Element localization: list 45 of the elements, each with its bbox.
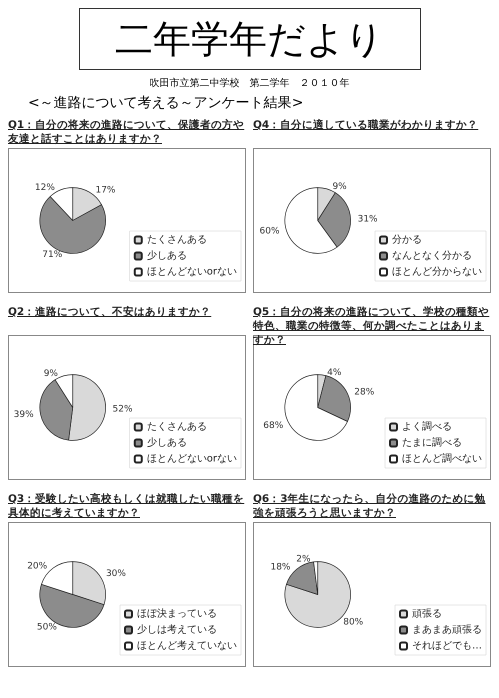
chart-title: Q6：3年生になったら、自分の進路のために勉強を頑張ろうと思いますか？ xyxy=(253,492,487,521)
legend-label: たくさんある xyxy=(146,422,207,432)
text: 吹田市立第二中学校 第二学年 ２０１０年 xyxy=(148,76,350,90)
legend-label: ほぼ決まっている xyxy=(137,608,217,620)
text: 二年学年だより xyxy=(78,8,420,70)
legend-label: ほとんどないorない xyxy=(146,266,238,278)
data-label: 9% xyxy=(332,182,348,192)
text: <～進路について考える～アンケート結果> xyxy=(28,94,304,112)
data-label: 39% xyxy=(14,410,34,420)
data-label: 4% xyxy=(327,368,342,378)
data-label: 71% xyxy=(42,250,63,260)
data-label: 31% xyxy=(358,214,378,224)
legend-label: なんとなく分かる xyxy=(392,250,472,262)
data-label: 2% xyxy=(296,554,311,565)
data-label: 60% xyxy=(260,226,280,236)
legend-label: たまに調べる xyxy=(402,436,462,448)
data-label: 18% xyxy=(270,562,291,573)
legend-label: よく調べる xyxy=(402,420,452,432)
legend-label: たくさんある xyxy=(146,234,207,246)
legend-label: ほとんど考えていない xyxy=(137,640,237,652)
chart-title: Q1：自分の将来の進路について、保護者の方や友達と話すことはありますか？ xyxy=(8,118,246,147)
data-label: 12% xyxy=(34,183,56,194)
data-label: 30% xyxy=(106,568,126,579)
legend-label: 少しは考えている xyxy=(137,624,217,636)
chart-title: Q2：進路について、不安はありますか？ xyxy=(8,305,212,320)
data-label: 17% xyxy=(95,185,116,196)
data-label: 50% xyxy=(36,622,58,633)
legend-label: 分かる xyxy=(392,234,422,246)
legend-label: 頑張る xyxy=(412,608,442,620)
data-label: 9% xyxy=(44,368,58,379)
legend-label: ほとんど分からない xyxy=(392,266,482,278)
chart-title: Q5：自分の将来の進路について、学校の種類や特色、職業の特徴等、何か調べたことはありますか？ xyxy=(253,305,490,346)
legend-label: ほとんどないorない xyxy=(146,454,238,464)
data-label: 68% xyxy=(263,421,284,432)
legend-label: 少しある xyxy=(146,436,187,448)
legend-label: ほとんど調べない xyxy=(402,452,482,464)
legend-label: 少しある xyxy=(146,250,187,262)
data-label: 52% xyxy=(112,404,133,415)
chart-title: Q3：受験したい高校もしくは就職したい職種を具体的に考えていますか？ xyxy=(8,492,246,521)
data-label: 28% xyxy=(354,388,375,398)
legend-label: それほどでも… xyxy=(412,640,482,652)
data-label: 80% xyxy=(343,618,364,628)
legend-label: まあまあ頑張る xyxy=(412,624,482,636)
data-label: 20% xyxy=(27,561,48,572)
chart-title: Q4：自分に適している職業がわかりますか？ xyxy=(253,118,480,133)
